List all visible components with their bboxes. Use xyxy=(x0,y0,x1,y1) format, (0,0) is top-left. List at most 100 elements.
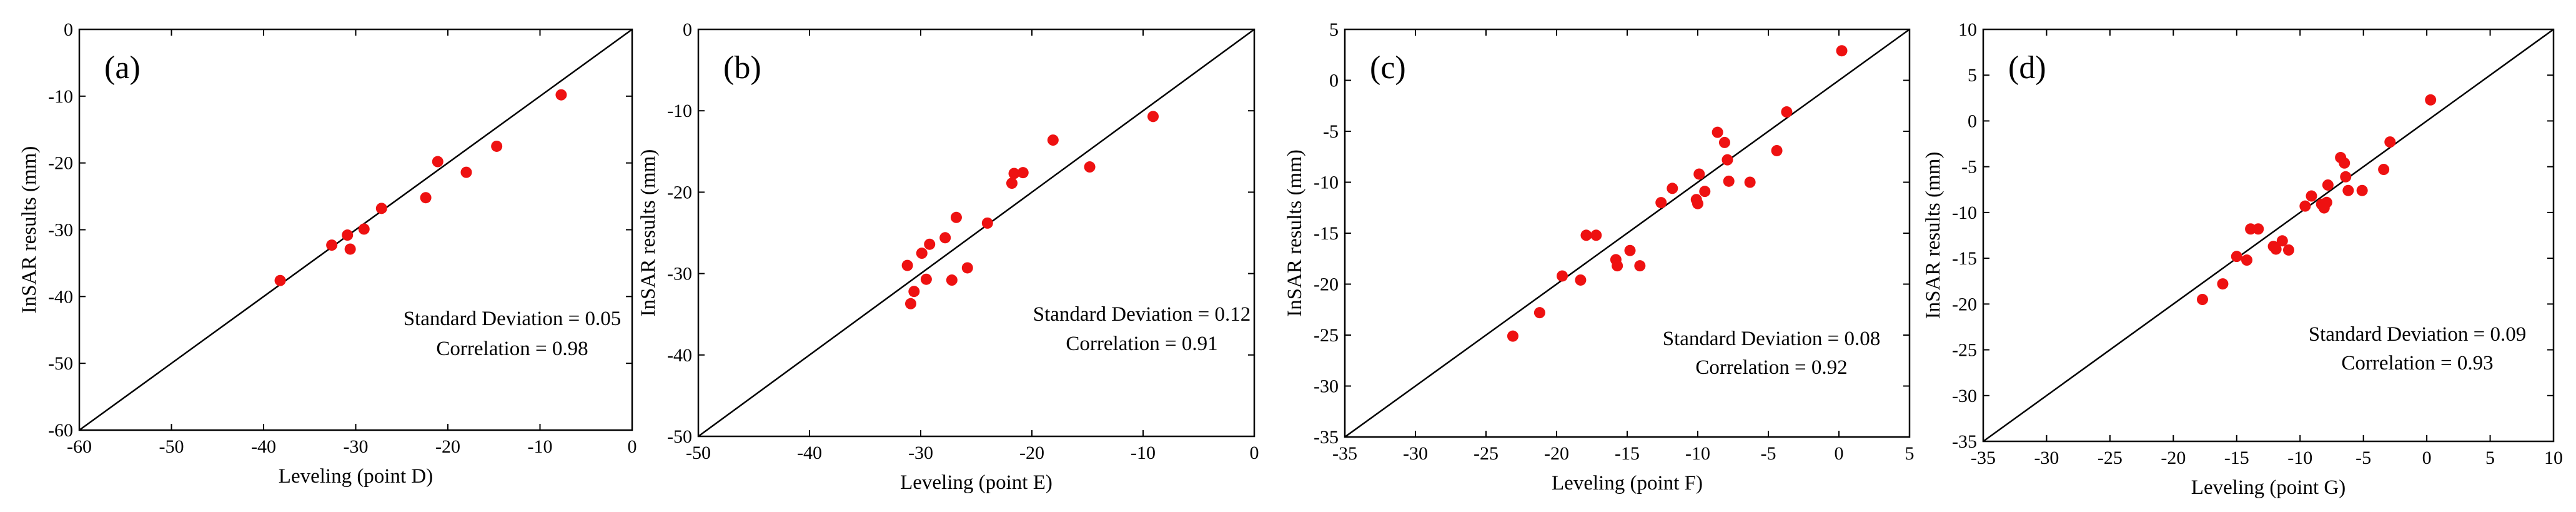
data-point xyxy=(274,274,286,286)
x-tick-label: -10 xyxy=(2287,448,2312,468)
y-tick-label: -50 xyxy=(667,426,692,447)
plot-frame xyxy=(697,28,1256,438)
x-tick-label: -35 xyxy=(1332,443,1357,464)
data-point xyxy=(1655,197,1667,209)
correlation-label: Correlation = 0.98 xyxy=(436,338,588,360)
correlation-label: Correlation = 0.93 xyxy=(2341,352,2493,374)
x-tick-label: 0 xyxy=(628,436,637,457)
y-tick-label: -15 xyxy=(1952,248,1977,269)
x-tick-label: -15 xyxy=(1615,443,1640,464)
x-axis-label: Leveling (point F) xyxy=(1552,472,1703,494)
data-point xyxy=(555,89,567,101)
x-tick-label: -20 xyxy=(1544,443,1569,464)
x-tick-label: 0 xyxy=(2422,448,2432,468)
data-point xyxy=(1771,144,1783,156)
data-point xyxy=(2378,164,2390,176)
x-tick-label: -20 xyxy=(2161,448,2186,468)
y-tick-label: 0 xyxy=(683,19,692,40)
data-point xyxy=(326,239,338,251)
y-tick-label: -20 xyxy=(1314,274,1339,295)
data-point xyxy=(375,203,387,214)
data-point xyxy=(916,248,928,259)
x-tick-label: -40 xyxy=(251,436,276,457)
std-dev-label: Standard Deviation = 0.05 xyxy=(404,308,622,330)
data-point xyxy=(1836,45,1848,57)
data-point xyxy=(1047,134,1059,146)
y-tick-label: -25 xyxy=(1314,325,1339,346)
x-axis-label: Leveling (point E) xyxy=(900,471,1053,494)
data-point xyxy=(2306,190,2317,202)
correlation-label: Correlation = 0.91 xyxy=(1066,333,1217,355)
data-point xyxy=(1147,111,1159,123)
data-point xyxy=(2384,136,2396,148)
data-point xyxy=(2322,179,2334,191)
data-point xyxy=(1008,168,1020,179)
x-tick-label: -30 xyxy=(1403,443,1428,464)
x-tick-label: -20 xyxy=(1019,443,1044,463)
data-point xyxy=(1557,270,1568,282)
y-axis-label: InSAR results (mm) xyxy=(1922,152,1944,319)
y-tick-label: -60 xyxy=(48,420,73,441)
x-tick-label: 10 xyxy=(2544,448,2563,468)
data-point xyxy=(1744,176,1756,188)
data-point xyxy=(1781,106,1793,118)
one-to-one-line xyxy=(698,28,1255,438)
data-point xyxy=(2217,278,2229,290)
y-tick-label: -5 xyxy=(1323,121,1339,142)
x-tick-label: -35 xyxy=(1971,448,1996,468)
data-point xyxy=(1667,183,1678,194)
panel-label: (a) xyxy=(104,50,141,86)
y-tick-label: -30 xyxy=(667,264,692,284)
data-point xyxy=(1612,260,1623,272)
correlation-label: Correlation = 0.92 xyxy=(1695,356,1847,379)
x-tick-label: -5 xyxy=(1761,443,1776,464)
data-point xyxy=(2196,294,2208,306)
y-tick-label: -20 xyxy=(667,182,692,203)
y-tick-label: -35 xyxy=(1314,427,1339,448)
data-point xyxy=(939,232,951,244)
chart-panel-2: -50 -40 -30 -20 -10 0 -50 -40 -30 -20 -10 0 Leveling… xyxy=(637,19,1259,494)
data-point xyxy=(950,211,962,223)
data-point xyxy=(1634,260,1646,272)
data-point xyxy=(1718,136,1730,148)
one-to-one-line xyxy=(1344,28,1910,438)
y-tick-label: -10 xyxy=(1952,203,1977,223)
x-axis-label: Leveling (point G) xyxy=(2191,476,2346,499)
data-point xyxy=(2241,254,2253,266)
y-tick-label: 0 xyxy=(1329,71,1339,91)
std-dev-label: Standard Deviation = 0.09 xyxy=(2309,323,2527,346)
y-tick-label: 10 xyxy=(1958,19,1977,40)
one-to-one-line xyxy=(1983,28,2554,443)
y-tick-label: -35 xyxy=(1952,431,1977,452)
data-point xyxy=(924,238,936,250)
y-tick-label: -10 xyxy=(667,101,692,121)
data-point xyxy=(2270,243,2282,255)
data-point xyxy=(981,217,993,229)
data-point xyxy=(1575,274,1587,286)
data-point xyxy=(1723,175,1735,187)
x-tick-label: -25 xyxy=(1474,443,1499,464)
chart-panel-3: -35 -30 -25 -20 -15 -10 -5 0 5 -35 -30 -25 -20 -15 -10… xyxy=(1284,19,1915,494)
data-point xyxy=(1590,229,1602,241)
std-dev-label: Standard Deviation = 0.12 xyxy=(1033,303,1251,326)
y-tick-label: -10 xyxy=(1314,173,1339,193)
y-tick-label: -20 xyxy=(1952,294,1977,314)
x-tick-label: -10 xyxy=(1131,443,1156,463)
data-point xyxy=(1712,126,1723,138)
data-point xyxy=(961,262,973,274)
one-to-one-line xyxy=(79,28,633,431)
data-point xyxy=(1624,244,1636,256)
y-tick-label: -15 xyxy=(1314,223,1339,244)
data-point xyxy=(344,243,356,255)
data-point xyxy=(920,273,932,285)
y-tick-label: -20 xyxy=(48,153,73,174)
y-tick-label: -5 xyxy=(1961,157,1977,178)
data-point xyxy=(1006,178,1018,189)
y-axis-label: InSAR results (mm) xyxy=(637,149,660,317)
x-tick-label: -40 xyxy=(797,443,822,463)
data-point xyxy=(904,298,916,309)
x-tick-label: -10 xyxy=(1685,443,1710,464)
plot-frame xyxy=(1982,28,2555,443)
x-tick-label: 0 xyxy=(1835,443,1844,464)
